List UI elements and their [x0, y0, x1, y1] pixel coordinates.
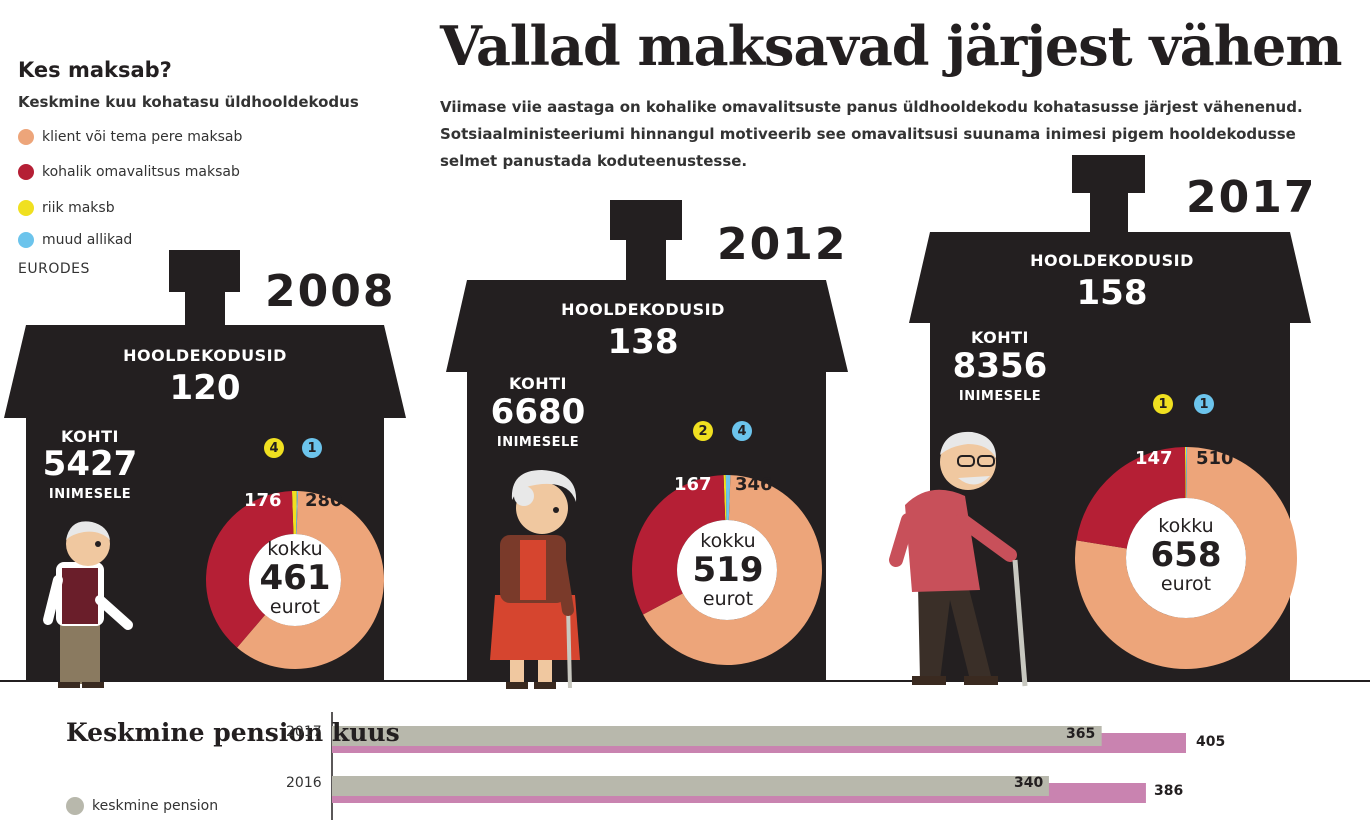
- total-value: 461: [259, 558, 331, 598]
- bar-pension: [332, 776, 1049, 796]
- total-label: kokku: [267, 538, 323, 560]
- bar-value-pension: 365: [1066, 726, 1096, 742]
- legend-dot: [18, 200, 34, 216]
- donut-slice-other: [295, 491, 299, 535]
- homes-label: HOOLDEKODUSID: [561, 300, 725, 319]
- donut-center: kokku 519 eurot: [668, 530, 788, 610]
- places-value: 6680: [490, 392, 586, 432]
- donut-hole: [1126, 498, 1246, 618]
- donut-slice-state: [291, 490, 297, 535]
- homes-label: HOOLDEKODUSID: [123, 346, 287, 365]
- donut-value-municipality: 147: [1135, 448, 1173, 469]
- pension-title: Keskmine pension kuus: [66, 718, 400, 747]
- donut-slice-municipality: [632, 475, 726, 615]
- donut-badge-state: 4: [264, 438, 284, 458]
- places-label: KOHTI: [60, 427, 120, 446]
- bar-value-second: 386: [1154, 783, 1184, 799]
- donut-slice-municipality: [1076, 447, 1186, 549]
- homes-value: 120: [169, 368, 241, 408]
- elderly-woman-icon: [490, 470, 580, 689]
- bar-pension: [332, 726, 1102, 746]
- bar-value-pension: 340: [1014, 775, 1044, 791]
- legend-dot: [18, 232, 34, 248]
- donut-slice-state: [1184, 447, 1186, 499]
- pension-legend: keskmine pension: [66, 797, 218, 815]
- total-value: 519: [692, 550, 764, 590]
- homes-label: HOOLDEKODUSID: [1030, 251, 1194, 270]
- legend-item-state: riik maksb: [18, 195, 115, 221]
- donut-2012: [632, 453, 822, 665]
- total-label: kokku: [1158, 515, 1214, 537]
- donut-hole: [249, 534, 341, 626]
- homes-value: 138: [607, 322, 679, 362]
- legend-label: klient või tema pere maksab: [42, 129, 243, 145]
- per-label: INIMESELE: [958, 389, 1042, 404]
- donut-slice-other: [1186, 447, 1188, 499]
- donut-2017: [1074, 425, 1297, 669]
- donut-slice-state: [723, 475, 727, 521]
- currency-label: eurot: [269, 596, 321, 618]
- places-value: 8356: [952, 346, 1048, 386]
- year-label-2017: 2017: [1186, 172, 1316, 223]
- currency-label: eurot: [702, 588, 754, 610]
- legend-label: riik maksb: [42, 200, 115, 216]
- bar-value-second: 405: [1196, 734, 1226, 750]
- donut-badge-other: 1: [302, 438, 322, 458]
- bar-year-label: 2017: [286, 724, 322, 740]
- donut-badge-state: 2: [693, 421, 713, 441]
- donut-badge-state: 1: [1153, 394, 1173, 414]
- intro-line: Viimase viie aastaga on kohalike omavali…: [440, 98, 1303, 116]
- legend-label: muud allikad: [42, 232, 133, 248]
- donut-value-client: 510: [1196, 448, 1234, 469]
- donut-slice-other: [725, 475, 731, 521]
- places-label: KOHTI: [970, 328, 1030, 347]
- donut-hole: [677, 520, 777, 620]
- pension-bars: [332, 726, 1186, 803]
- legend-item-municipality: kohalik omavalitsus maksab: [18, 159, 240, 185]
- donut-slice-client: [643, 475, 822, 665]
- homes-value: 158: [1076, 273, 1148, 313]
- bar-year-label: 2016: [286, 775, 322, 791]
- places-label: KOHTI: [508, 374, 568, 393]
- donut-badge-other: 1: [1194, 394, 1214, 414]
- donut-value-municipality: 176: [244, 490, 282, 511]
- legend-item-other: muud allikad: [18, 227, 132, 253]
- legend-item-client: klient või tema pere maksab: [18, 124, 242, 150]
- legend-label: kohalik omavalitsus maksab: [42, 164, 240, 180]
- legend-dot: [66, 797, 84, 815]
- elderly-man-cane-icon: [889, 431, 1028, 687]
- donut-center: kokku 461 eurot: [235, 538, 355, 618]
- legend-dot: [18, 129, 34, 145]
- donut-badge-other: 4: [732, 421, 752, 441]
- year-label-2008: 2008: [265, 266, 395, 317]
- per-label: INIMESELE: [48, 487, 132, 502]
- donut-value-client: 346: [735, 474, 773, 495]
- intro-line: selmet panustada koduteenustesse.: [440, 152, 748, 170]
- places-value: 5427: [42, 444, 138, 484]
- donut-value-municipality: 167: [674, 474, 712, 495]
- legend-unit: EURODES: [18, 261, 90, 277]
- donut-center: kokku 658 eurot: [1126, 515, 1246, 595]
- legend-subtitle: Keskmine kuu kohatasu üldhooldekodus: [18, 93, 359, 111]
- legend-label: keskmine pension: [92, 798, 219, 814]
- donut-slice-client: [237, 491, 385, 669]
- per-label: INIMESELE: [496, 435, 580, 450]
- total-label: kokku: [700, 530, 756, 552]
- legend-dot: [18, 164, 34, 180]
- intro-text: Viimase viie aastaga on kohalike omavali…: [440, 94, 1370, 175]
- donut-slice-municipality: [206, 491, 294, 648]
- intro-line: Sotsiaalministeeriumi hinnangul motiveer…: [440, 125, 1296, 143]
- year-label-2012: 2012: [717, 219, 847, 270]
- currency-label: eurot: [1160, 573, 1212, 595]
- donut-value-client: 280: [305, 490, 343, 511]
- elderly-man-icon: [43, 521, 133, 688]
- page-title: Vallad maksavad järjest vähem: [440, 14, 1342, 78]
- legend-title: Kes maksab?: [18, 58, 172, 82]
- donut-slice-client: [1074, 447, 1297, 669]
- total-value: 658: [1150, 535, 1222, 575]
- donut-2008: [206, 469, 385, 669]
